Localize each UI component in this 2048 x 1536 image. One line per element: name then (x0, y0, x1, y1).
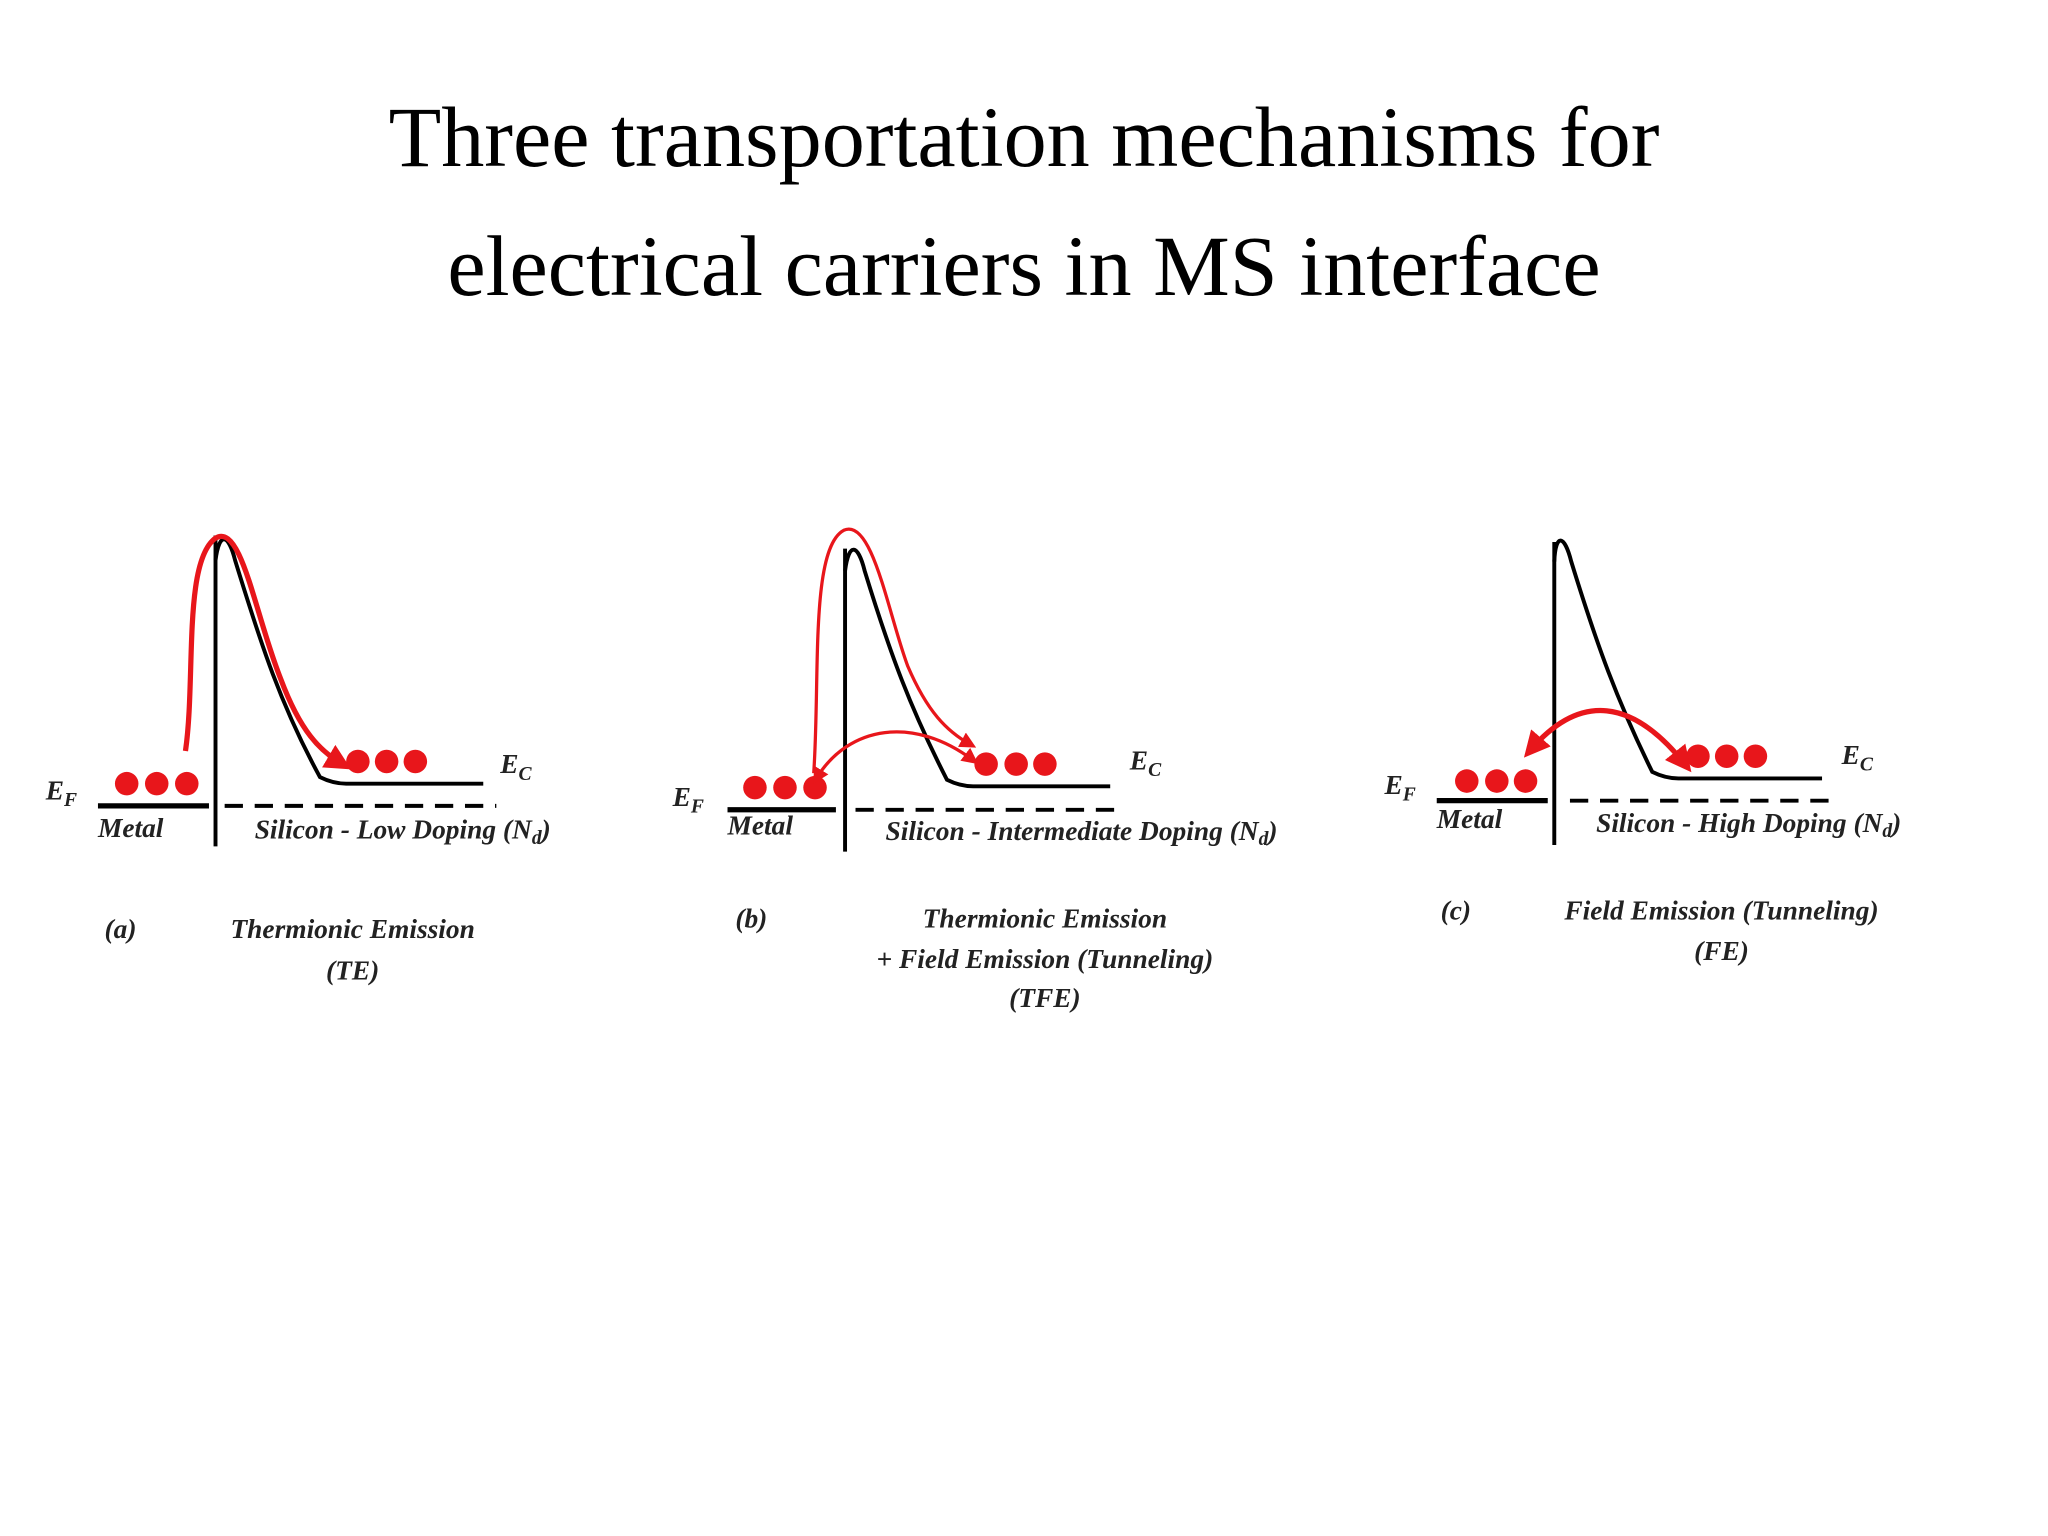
ec-main: E (1129, 745, 1148, 775)
arrow (182, 533, 352, 770)
barrier-curve (843, 547, 1111, 789)
ec-sub: C (1860, 755, 1874, 776)
electron (144, 771, 169, 796)
metal-label: Metal (1436, 804, 1503, 834)
silicon-sub: d (1882, 821, 1893, 842)
electron (1004, 752, 1028, 776)
metal-label: Metal (97, 813, 164, 843)
electron (403, 749, 428, 774)
silicon-sub: d (532, 828, 543, 849)
silicon-sub: d (1259, 829, 1270, 850)
caption-line: (TE) (326, 956, 379, 986)
panel-letter: (a) (104, 914, 136, 944)
ef-main: E (45, 775, 64, 805)
silicon-end: ) (539, 815, 551, 845)
ec-sub: C (519, 764, 533, 785)
title-line: electrical carriers in MS interface (447, 218, 1600, 314)
ef-label: EF (1383, 770, 1415, 806)
arrow (1523, 707, 1692, 773)
caption-line: (TFE) (1009, 983, 1081, 1013)
barrier-curve (1552, 538, 1823, 781)
electron (1485, 769, 1509, 793)
ef-main: E (1383, 770, 1402, 800)
arrow (812, 527, 977, 774)
panel-letter: (c) (1441, 896, 1471, 926)
electron (114, 771, 139, 796)
caption-line: (FE) (1694, 936, 1749, 966)
electron (974, 752, 998, 776)
ef-label: EF (672, 782, 704, 818)
electron (1714, 744, 1739, 768)
electron (1033, 752, 1057, 776)
electron (346, 749, 370, 774)
ef-sub: F (690, 796, 704, 817)
silicon-label: Silicon - Intermediate Doping (Nd) (886, 816, 1278, 850)
silicon-label: Silicon - High Doping (Nd) (1596, 808, 1901, 842)
silicon-end: ) (1265, 816, 1277, 846)
electron (374, 749, 399, 774)
electron (773, 775, 797, 800)
electron (743, 775, 767, 800)
caption-line: Field Emission (Tunneling) (1563, 896, 1878, 926)
arrow (812, 730, 979, 785)
electron (1743, 744, 1768, 768)
electron (175, 771, 199, 796)
ef-sub: F (63, 790, 77, 811)
electron (1686, 744, 1710, 768)
ec-sub: C (1148, 760, 1162, 781)
metal-label: Metal (727, 811, 794, 841)
ec-main: E (499, 749, 518, 779)
silicon-label: Silicon - Low Doping (Nd) (255, 815, 551, 849)
caption-line: Thermionic Emission (230, 914, 474, 944)
silicon-main: Silicon - Intermediate Doping (N (886, 816, 1260, 846)
silicon-end: ) (1889, 808, 1901, 838)
caption-line: Thermionic Emission (923, 903, 1167, 933)
ec-label: EC (1129, 745, 1162, 781)
ec-label: EC (1841, 740, 1874, 776)
silicon-main: Silicon - Low Doping (N (255, 815, 533, 845)
ef-main: E (672, 782, 691, 812)
title-line: Three transportation mechanisms for (389, 89, 1660, 185)
caption-line: + Field Emission (Tunneling) (877, 944, 1214, 974)
silicon-main: Silicon - High Doping (N (1596, 808, 1883, 838)
electron (1513, 769, 1538, 793)
ec-main: E (1841, 740, 1860, 770)
ec-label: EC (499, 749, 532, 785)
panel-letter: (b) (735, 903, 767, 933)
electron (803, 775, 827, 800)
electron (1455, 769, 1479, 793)
ef-label: EF (45, 775, 77, 811)
ef-sub: F (1402, 785, 1416, 806)
